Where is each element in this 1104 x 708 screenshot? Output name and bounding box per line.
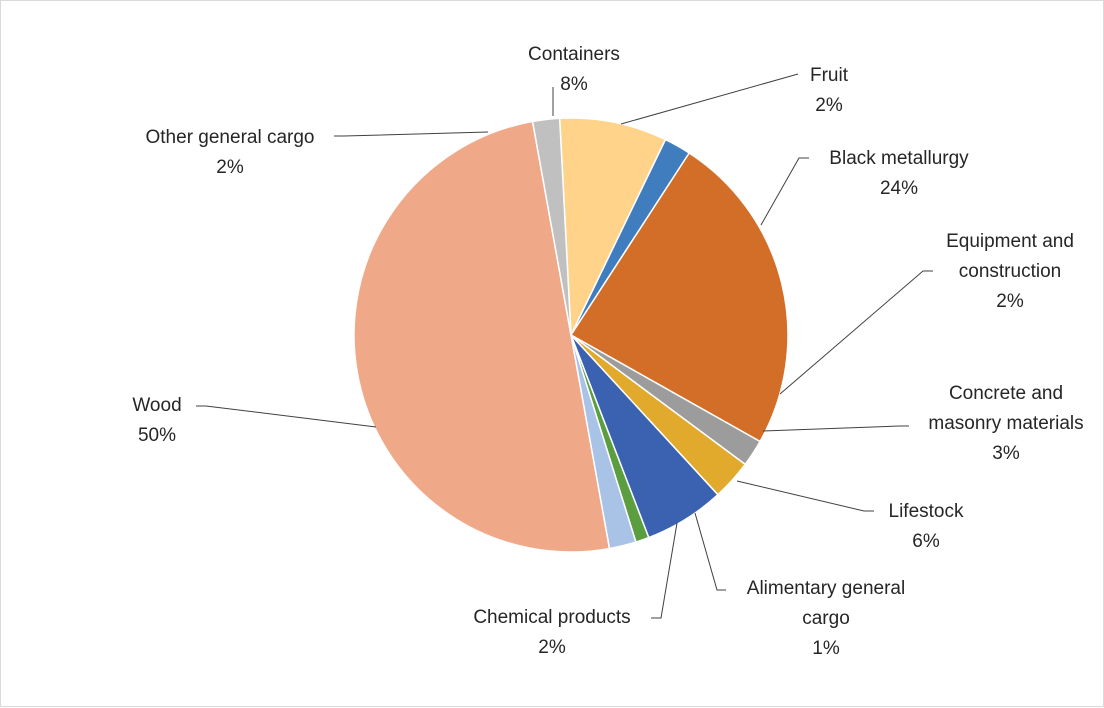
data-label-percent: 2% [996,291,1024,312]
pie-slice-containers [558,117,667,336]
data-label-percent: 2% [216,157,244,178]
data-label-category: Wood [132,395,181,416]
data-label-category: Lifestock [889,501,964,522]
data-label-category: cargo [802,608,850,629]
data-labels: Containers 8% Fruit 2% Black metallurgy 24% Eq… [132,44,1083,659]
data-label-percent: 8% [560,74,588,95]
leader-line [779,270,933,395]
data-label-category: Containers [528,44,620,65]
data-label-percent: 6% [912,531,940,552]
data-label-category: Fruit [810,65,849,86]
leader-line [620,73,799,125]
leader-line [694,512,726,591]
pie-slices [353,117,789,553]
pie-slice-black-metallurgy [569,151,789,443]
data-label-percent: 2% [538,637,566,658]
data-label-category: Black metallurgy [829,148,969,169]
leader-lines [196,73,933,619]
leader-line [334,131,489,137]
pie-slice-other-general-cargo [531,117,572,336]
data-label-percent: 50% [138,425,176,446]
data-label-percent: 1% [812,638,840,659]
data-label-category: masonry materials [928,413,1083,434]
data-label-category: Other general cargo [146,127,315,148]
leader-line [760,157,809,226]
data-label-percent: 3% [992,443,1020,464]
pie-slice-wood [353,120,611,553]
data-label-category: construction [959,261,1061,282]
leader-line [736,480,874,512]
data-label-category: Chemical products [473,607,630,628]
data-label-category: Equipment and [946,231,1074,252]
leader-line [762,425,909,432]
leader-line [651,522,678,619]
data-label-percent: 2% [815,95,843,116]
data-label-category: Concrete and [949,383,1063,404]
leader-line [196,405,377,428]
data-label-category: Alimentary general [747,578,905,599]
data-label-percent: 24% [880,178,918,199]
